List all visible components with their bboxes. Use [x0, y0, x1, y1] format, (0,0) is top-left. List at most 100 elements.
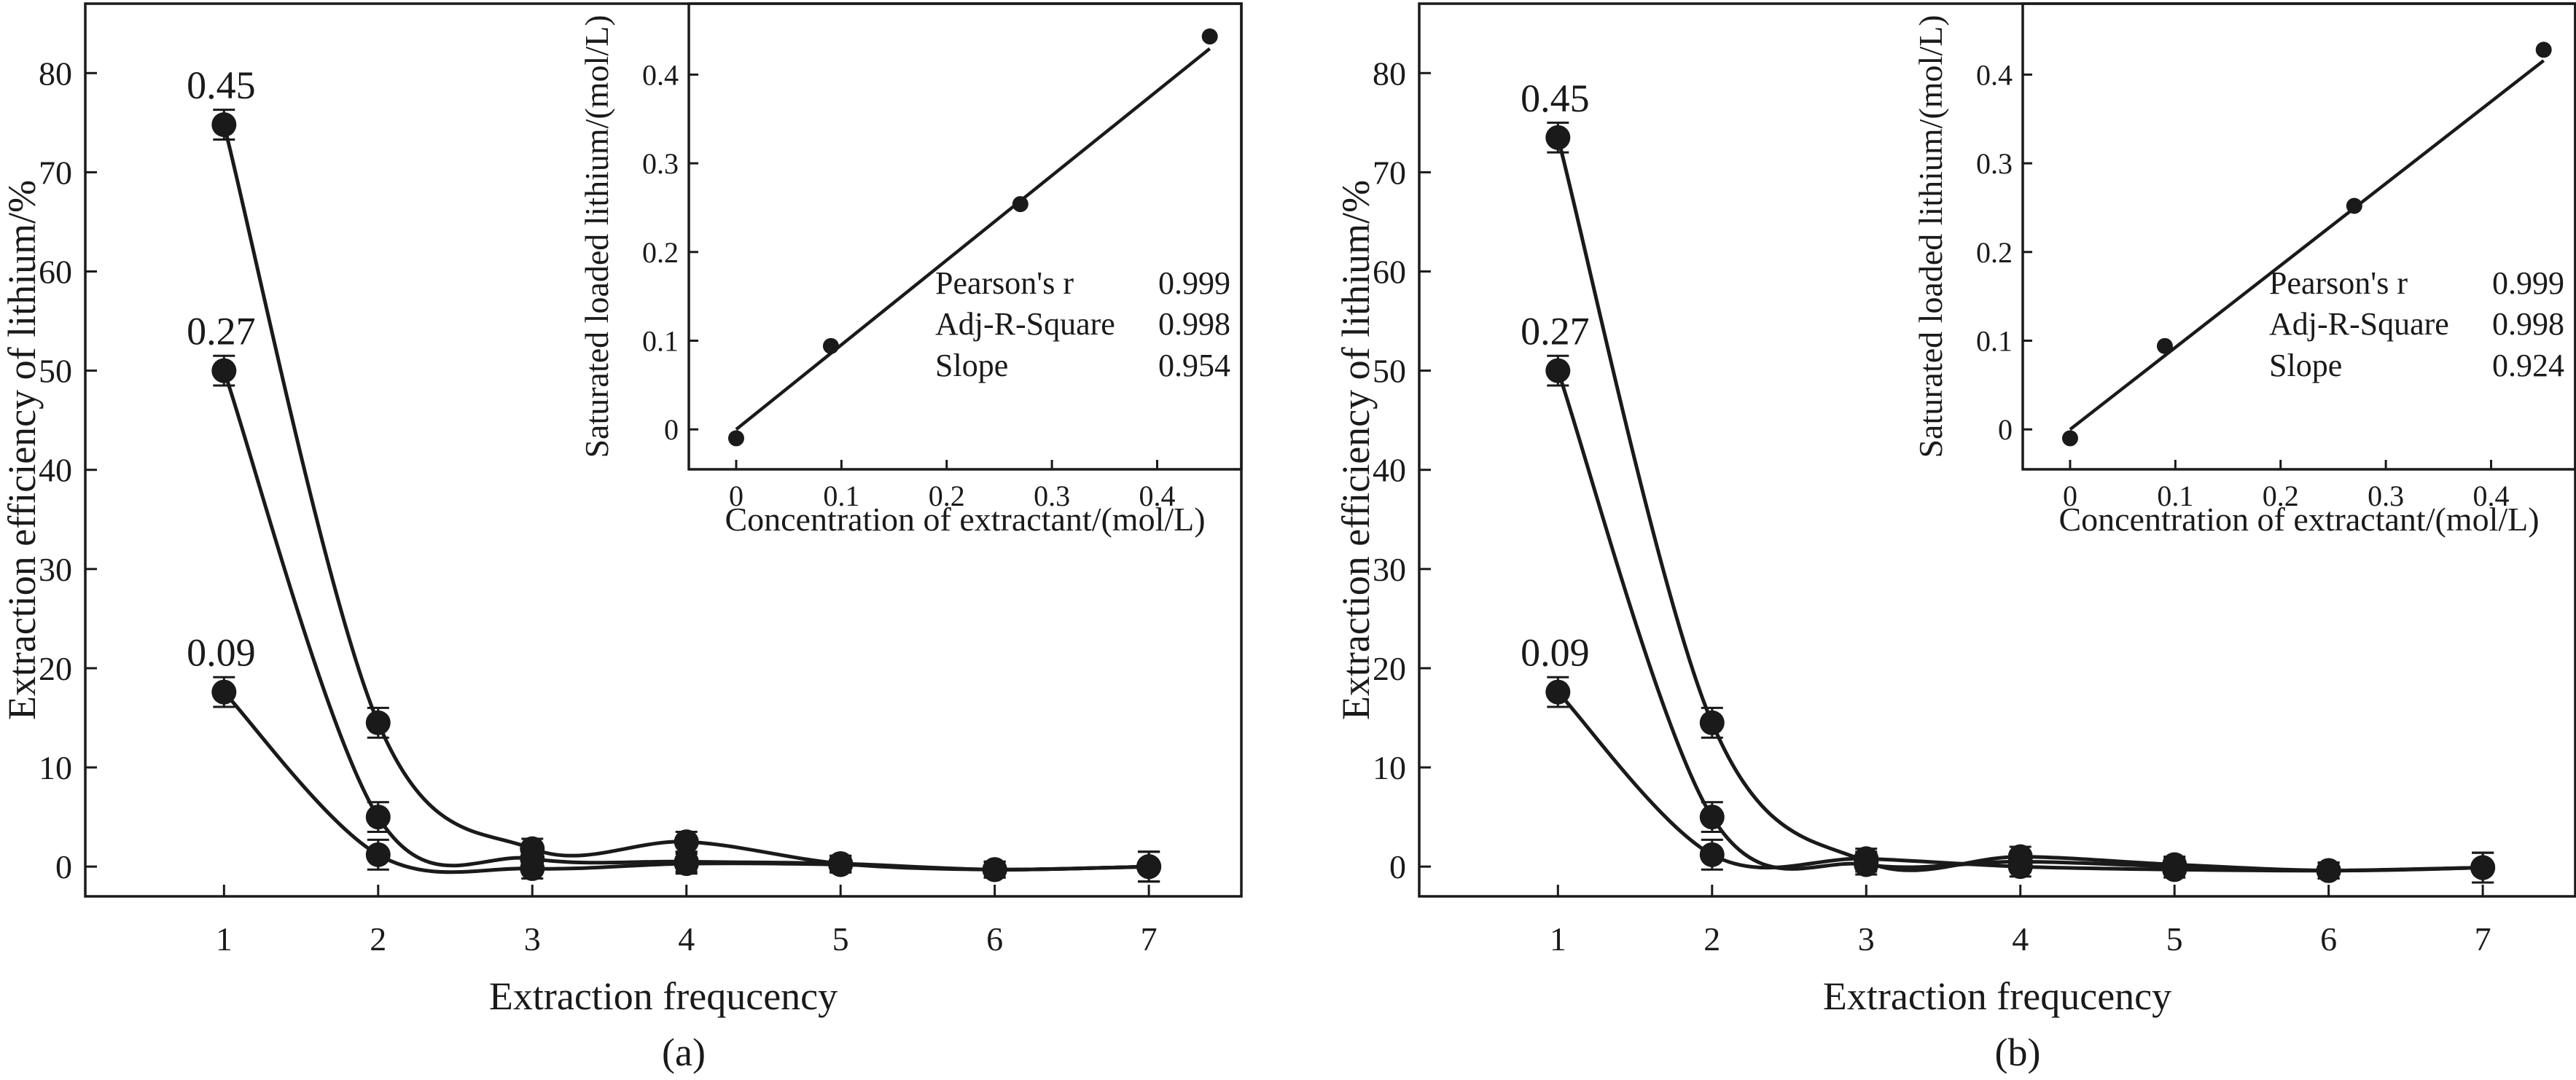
- series-line-0.27: [1556, 369, 2483, 873]
- y-tick-label: 30: [1373, 551, 1406, 588]
- x-tick-label: 6: [2320, 920, 2337, 958]
- inset-stat-value: 0.998: [2492, 306, 2564, 342]
- data-point: [1545, 125, 1571, 150]
- data-point: [211, 358, 237, 383]
- inset-y-tick-label: 0: [664, 413, 679, 446]
- x-tick-label: 6: [986, 920, 1003, 958]
- y-tick-label: 30: [39, 551, 72, 588]
- inset-x-tick-label: 0.2: [2263, 480, 2299, 512]
- inset-stat-value: 0.999: [2492, 265, 2564, 301]
- y-axis-label: Extraction efficiency of lithium/%: [0, 180, 44, 720]
- inset-stat-value: 0.924: [2492, 348, 2564, 383]
- data-point: [1545, 358, 1571, 383]
- data-point: [365, 710, 391, 735]
- inset-data-point: [2156, 337, 2173, 354]
- inset-stat-value: 0.999: [1158, 265, 1230, 301]
- inset-stat-label: Slope: [935, 348, 1008, 383]
- data-point: [1854, 846, 1879, 872]
- inset-y-tick-label: 0.4: [642, 58, 679, 91]
- x-tick-label: 4: [678, 920, 695, 958]
- series-line-0.45: [222, 124, 1150, 872]
- data-point: [2162, 857, 2187, 883]
- y-tick-label: 10: [39, 749, 72, 786]
- y-tick-label: 70: [1373, 154, 1406, 191]
- inset-stat-value: 0.954: [1158, 348, 1230, 383]
- data-point: [1699, 805, 1725, 830]
- data-point: [1136, 854, 1162, 880]
- data-point: [2316, 858, 2341, 883]
- data-point: [982, 857, 1007, 883]
- y-tick-label: 20: [39, 650, 72, 687]
- series-line-0.09: [1556, 690, 2483, 873]
- inset-fit-line: [2069, 59, 2545, 431]
- data-point: [211, 112, 237, 138]
- plot-frame: [84, 2, 1243, 898]
- y-tick-label: 60: [1373, 254, 1406, 291]
- inset-chart: 0 0.1 0.2 0.3 0.400.10.20.30.4Concentration …: [1912, 2, 2576, 538]
- y-tick-label: 50: [39, 353, 72, 390]
- inset-frame: [2021, 2, 2576, 471]
- inset-stat-label: Adj-R-Square: [935, 306, 1115, 342]
- inset-x-tick-label: 0.3: [1034, 480, 1070, 512]
- y-tick-label: 70: [39, 154, 72, 191]
- series-label: 0.09: [1521, 631, 1590, 675]
- data-point: [365, 805, 391, 830]
- inset-stat-value: 0.998: [1158, 306, 1230, 342]
- inset-y-tick-label: 0.4: [1976, 58, 2013, 91]
- inset-y-axis-label: Saturated loaded lithium/(mol/L): [578, 15, 615, 458]
- y-axis-label: Extraction efficiency of lithium/%: [1334, 180, 1378, 720]
- data-point: [674, 851, 699, 877]
- y-tick-label: 20: [1373, 650, 1406, 687]
- x-tick-label: 2: [1703, 920, 1720, 958]
- inset-data-point: [822, 337, 839, 354]
- data-point: [828, 852, 854, 877]
- y-tick-label: 40: [1373, 452, 1406, 489]
- inset-x-tick-label: 0.1: [823, 480, 859, 512]
- inset-x-tick-label: 0: [2063, 480, 2077, 512]
- x-tick-label: 7: [1141, 920, 1158, 958]
- series-label: 0.09: [187, 631, 256, 675]
- inset-fit-line: [735, 47, 1211, 431]
- data-point: [365, 842, 391, 867]
- x-tick-label: 4: [2012, 920, 2029, 958]
- y-tick-label: 40: [39, 452, 72, 489]
- inset-y-axis-label: Saturated loaded lithium/(mol/L): [1912, 15, 1949, 458]
- inset-y-tick-label: 0.2: [642, 236, 679, 269]
- x-axis-label: Extraction frequcency: [489, 974, 838, 1018]
- y-tick-label: 0: [55, 848, 72, 885]
- inset-x-tick-label: 0.3: [2368, 480, 2404, 512]
- x-axis-label: Extraction frequcency: [1823, 974, 2171, 1018]
- x-tick-label: 3: [524, 920, 541, 958]
- inset-chart: 0 0.1 0.2 0.3 0.400.10.20.30.4Concentration …: [578, 2, 1243, 538]
- inset-x-tick-label: 0.1: [2157, 480, 2193, 512]
- data-point: [520, 856, 545, 881]
- inset-data-point: [727, 430, 744, 447]
- inset-y-tick-label: 0.1: [642, 325, 679, 358]
- x-tick-label: 5: [2166, 920, 2183, 958]
- y-tick-label: 60: [39, 254, 72, 291]
- inset-data-point: [2535, 42, 2552, 58]
- y-tick-label: 0: [1389, 848, 1406, 885]
- inset-data-point: [1012, 196, 1029, 213]
- y-tick-label: 80: [39, 55, 72, 92]
- inset-frame: [687, 2, 1243, 471]
- series-label: 0.27: [1521, 310, 1590, 353]
- x-tick-label: 3: [1858, 920, 1875, 958]
- inset-y-tick-label: 0: [1998, 413, 2013, 446]
- inset-data-point: [2061, 430, 2078, 447]
- inset-x-tick-label: 0.4: [2472, 480, 2509, 512]
- data-point: [1545, 679, 1571, 705]
- series-label: 0.27: [187, 310, 256, 353]
- data-point: [1699, 710, 1725, 735]
- y-tick-label: 10: [1373, 749, 1406, 786]
- plot-frame: [1418, 2, 2576, 898]
- inset-stat-label: Slope: [2269, 348, 2342, 383]
- inset-x-axis-label: Concentration of extractant/(mol/L): [2058, 501, 2539, 538]
- inset-y-tick-label: 0.3: [1976, 147, 2013, 180]
- series-label: 0.45: [1521, 77, 1590, 120]
- x-tick-label: 2: [370, 920, 386, 958]
- inset-y-tick-label: 0.1: [1976, 325, 2013, 358]
- data-point: [2470, 855, 2496, 880]
